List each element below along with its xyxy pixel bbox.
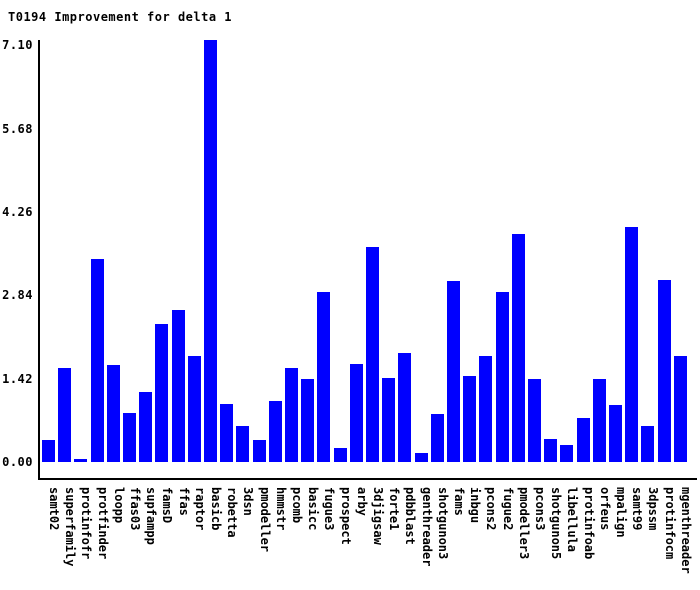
bar-famsD <box>155 324 168 462</box>
x-label-pcons3: pcons3 <box>533 487 547 531</box>
y-tick-label: 2.84 <box>2 288 33 303</box>
bar-prospect <box>334 448 347 462</box>
bar-pcons3 <box>528 379 541 462</box>
x-label-robetta: robetta <box>225 487 239 538</box>
bar-ffas03 <box>123 413 136 462</box>
x-label-pcomb: pcomb <box>290 487 304 524</box>
bar-hmmstr <box>269 401 282 462</box>
x-label-mpalign: mpalign <box>614 487 628 538</box>
x-label-prospect: prospect <box>339 487 353 545</box>
x-label-shotgunon3: shotgunon3 <box>436 487 450 560</box>
bar-fugue2 <box>496 292 509 462</box>
bar-ffas <box>172 310 185 462</box>
x-label-protfinder: protfinder <box>96 487 110 560</box>
bar-supfampp <box>139 392 152 462</box>
x-label-mgenthreader: mgenthreader <box>679 487 693 574</box>
bar-forte1 <box>382 378 395 462</box>
x-label-ffas03: ffas03 <box>128 487 142 531</box>
bar-inbgu <box>463 376 476 462</box>
x-label-inbgu: inbgu <box>468 487 482 524</box>
x-label-3djigsaw: 3djigsaw <box>371 487 385 545</box>
x-label-libellula: libellula <box>565 487 579 553</box>
bar-fugue3 <box>317 292 330 462</box>
bar-protinfofr <box>74 459 87 462</box>
bar-basicc <box>301 379 314 462</box>
x-axis-line <box>38 478 697 480</box>
x-label-3dsn: 3dsn <box>241 487 255 516</box>
bar-fams <box>447 281 460 462</box>
x-label-pdbblast: pdbblast <box>403 487 417 545</box>
x-label-protinfoab: protinfoab <box>582 487 596 560</box>
x-label-3dpssm: 3dpssm <box>646 487 660 531</box>
bar-arby <box>350 364 363 462</box>
bar-protinfoab <box>577 418 590 462</box>
x-label-ffas: ffas <box>177 487 191 516</box>
bar-orfeus <box>593 379 606 462</box>
x-label-shotgunon5: shotgunon5 <box>549 487 563 560</box>
bar-3dpssm <box>641 426 654 462</box>
x-label-samt99: samt99 <box>630 487 644 531</box>
x-label-supfampp: supfampp <box>144 487 158 545</box>
x-label-loopp: loopp <box>112 487 126 524</box>
x-label-forte1: forte1 <box>387 487 401 531</box>
bar-shotgunon5 <box>544 439 557 462</box>
bar-libellula <box>560 445 573 462</box>
bar-samt02 <box>42 440 55 462</box>
y-tick-label: 0.00 <box>2 455 33 469</box>
x-label-famsD: famsD <box>160 487 174 524</box>
bar-mgenthreader <box>674 356 687 462</box>
bar-superfamily <box>58 368 71 462</box>
bar-protfinder <box>91 259 104 462</box>
x-label-pmodeller: pmodeller <box>258 487 272 553</box>
x-label-pcons2: pcons2 <box>484 487 498 531</box>
bar-genthreader <box>415 453 428 462</box>
x-label-raptor: raptor <box>193 487 207 531</box>
x-label-fugue3: fugue3 <box>322 487 336 531</box>
x-label-fugue2: fugue2 <box>501 487 515 531</box>
x-label-pmodeller3: pmodeller3 <box>517 487 531 560</box>
bar-3djigsaw <box>366 247 379 462</box>
y-tick-label: 7.10 <box>2 38 33 53</box>
bar-pdbblast <box>398 353 411 462</box>
x-label-basicc: basicc <box>306 487 320 531</box>
y-tick-label: 5.68 <box>2 121 33 136</box>
x-label-superfamily: superfamily <box>63 487 77 567</box>
x-label-hmmstr: hmmstr <box>274 487 288 531</box>
bar-raptor <box>188 356 201 462</box>
y-axis-line <box>38 40 40 480</box>
y-tick-label: 4.26 <box>2 204 33 219</box>
x-label-protinfofr: protinfofr <box>79 487 93 560</box>
x-label-protinfocm: protinfocm <box>663 487 677 560</box>
x-label-genthreader: genthreader <box>420 487 434 567</box>
x-label-arby: arby <box>355 487 369 516</box>
bar-pmodeller3 <box>512 234 525 462</box>
chart-title: T0194 Improvement for delta 1 <box>8 10 233 24</box>
x-label-orfeus: orfeus <box>598 487 612 531</box>
bar-shotgunon3 <box>431 414 444 462</box>
bar-robetta <box>220 404 233 462</box>
bar-pmodeller <box>253 440 266 462</box>
x-label-basicb: basicb <box>209 487 223 531</box>
bar-basicb <box>204 40 217 462</box>
bar-3dsn <box>236 426 249 462</box>
bar-pcomb <box>285 368 298 462</box>
bar-mpalign <box>609 405 622 462</box>
bar-pcons2 <box>479 356 492 462</box>
bar-protinfocm <box>658 280 671 462</box>
bar-loopp <box>107 365 120 462</box>
y-tick-label: 1.42 <box>2 371 33 386</box>
x-label-samt02: samt02 <box>47 487 61 531</box>
x-label-fams: fams <box>452 487 466 516</box>
bar-samt99 <box>625 227 638 462</box>
